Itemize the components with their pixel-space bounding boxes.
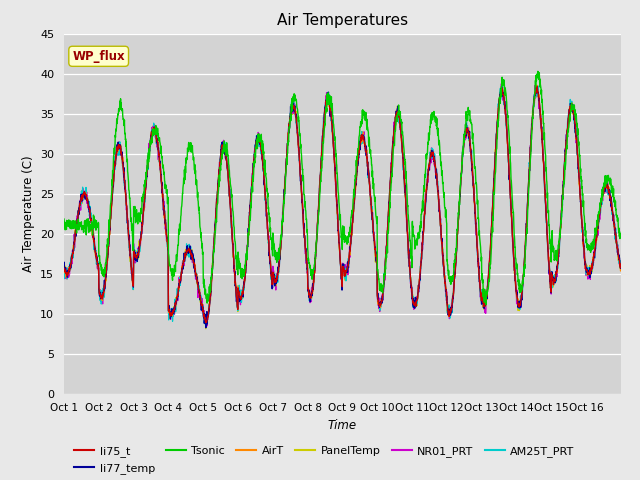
Y-axis label: Air Temperature (C): Air Temperature (C) <box>22 156 35 272</box>
X-axis label: Time: Time <box>328 419 357 432</box>
Text: WP_flux: WP_flux <box>72 50 125 63</box>
Title: Air Temperatures: Air Temperatures <box>277 13 408 28</box>
Legend: li75_t, li77_temp, Tsonic, AirT, PanelTemp, NR01_PRT, AM25T_PRT: li75_t, li77_temp, Tsonic, AirT, PanelTe… <box>70 442 579 478</box>
